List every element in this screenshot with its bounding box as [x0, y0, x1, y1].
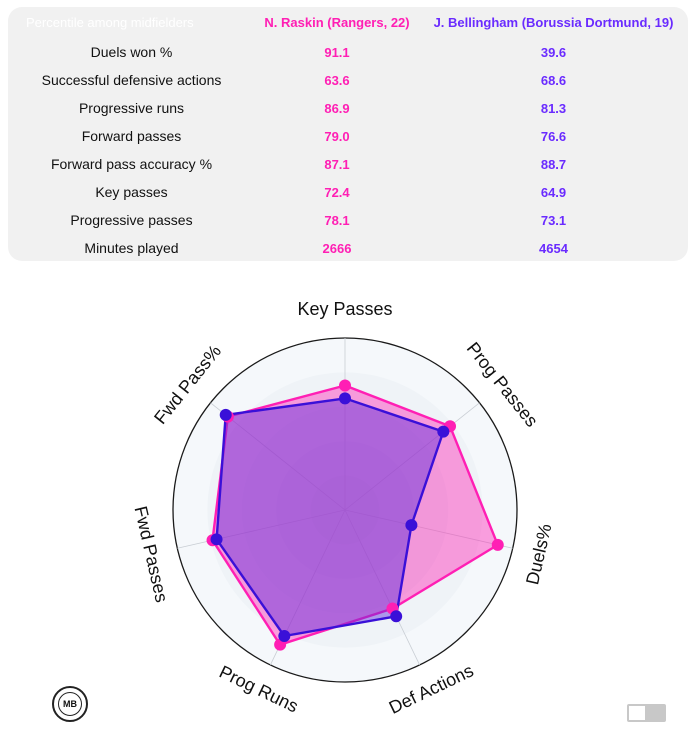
comparison-table: Percentile among midfielders N. Raskin (…: [8, 7, 688, 261]
row-metric: Duels won %: [90, 44, 173, 60]
table-row: Key passes 72.4 64.9: [8, 178, 688, 206]
row-value-player1: 87.1: [324, 156, 350, 172]
radar-spoke: [344, 509, 513, 549]
raskin-point: [339, 379, 351, 392]
row-value-player1: 2666: [322, 240, 352, 256]
row-value-player2: 39.6: [540, 44, 567, 60]
table-header-row: Percentile among midfielders N. Raskin (…: [8, 7, 688, 38]
row-metric: Forward passes: [81, 128, 182, 144]
table-row: Progressive passes 78.1 73.1: [8, 206, 688, 234]
row-value-player2: 64.9: [540, 184, 567, 200]
row-value-player2: 73.1: [540, 212, 567, 228]
row-value-player2: 88.7: [540, 156, 567, 172]
radar-spoke: [344, 402, 480, 511]
bellingham-point: [390, 610, 403, 623]
row-value-player1: 72.4: [324, 184, 350, 200]
header-metric: Percentile among midfielders: [26, 15, 194, 30]
header-player2: J. Bellingham (Borussia Dortmund, 19): [433, 15, 674, 30]
mb-logo: MB: [52, 686, 88, 722]
table-row: Forward passes 79.0 76.6: [8, 122, 688, 150]
bellingham-point: [219, 408, 232, 421]
bellingham-point: [210, 533, 223, 546]
row-value-player1: 86.9: [324, 100, 350, 116]
comparison-table-card: Percentile among midfielders N. Raskin (…: [8, 7, 688, 261]
toggle-knob[interactable]: [629, 706, 645, 720]
table-row: Successful defensive actions 63.6 68.6: [8, 66, 688, 94]
axis-label: Fwd Passes: [131, 504, 172, 604]
row-metric: Progressive passes: [70, 212, 193, 228]
row-metric: Progressive runs: [78, 100, 185, 116]
row-value-player1: 63.6: [324, 72, 350, 88]
row-metric: Minutes played: [84, 240, 179, 256]
row-metric: Key passes: [95, 184, 168, 200]
row-value-player2: 81.3: [540, 100, 567, 116]
toggle-switch[interactable]: [627, 704, 666, 722]
row-value-player2: 68.6: [540, 72, 567, 88]
header-player1: N. Raskin (Rangers, 22): [264, 15, 410, 30]
row-value-player1: 78.1: [324, 212, 350, 228]
row-value-player1: 79.0: [324, 128, 350, 144]
row-value-player2: 76.6: [540, 128, 567, 144]
table-row: Progressive runs 86.9 81.3: [8, 94, 688, 122]
radar-spoke: [344, 509, 420, 666]
radar-spoke: [177, 509, 346, 549]
bellingham-point: [339, 392, 351, 405]
mb-logo-text: MB: [58, 692, 82, 716]
radar-spoke: [210, 402, 346, 511]
table-row: Duels won % 91.1 39.6: [8, 38, 688, 66]
row-metric: Successful defensive actions: [41, 72, 222, 88]
row-metric: Forward pass accuracy %: [50, 156, 213, 172]
series-bellingham-area: [215, 397, 445, 638]
table-row: Minutes played 2666 4654: [8, 234, 688, 261]
bellingham-point: [278, 629, 291, 642]
raskin-point: [491, 538, 504, 551]
row-value-player1: 91.1: [324, 44, 350, 60]
axis-label: Key Passes: [297, 299, 392, 319]
bellingham-point: [437, 425, 450, 438]
bellingham-point: [405, 519, 418, 532]
axis-label: Duels%: [522, 522, 555, 587]
table-row: Forward pass accuracy % 87.1 88.7: [8, 150, 688, 178]
row-value-player2: 4654: [539, 240, 568, 256]
